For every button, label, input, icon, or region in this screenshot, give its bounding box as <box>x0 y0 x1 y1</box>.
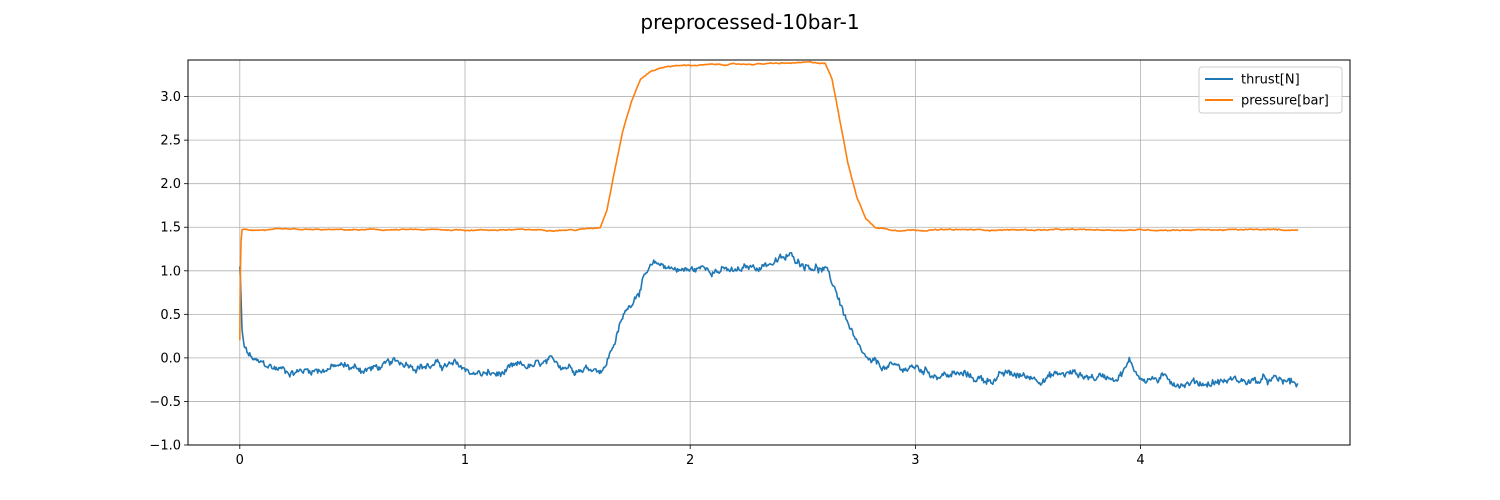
y-tick-label: 1.5 <box>160 221 181 236</box>
y-tick-label: −1.0 <box>149 439 181 454</box>
chart-title: preprocessed-10bar-1 <box>640 10 859 34</box>
y-tick-label: 1.0 <box>160 264 181 279</box>
axis-ticks: 0 1 2 3 4 −1.0 −0.5 0.0 0.5 1.0 1.5 2.0 2.5 3.0 <box>149 90 1144 468</box>
y-tick-label: 2.5 <box>160 134 181 149</box>
y-tick-label: 0.5 <box>160 308 181 323</box>
x-tick-label: 1 <box>461 453 469 468</box>
x-tick-label: 4 <box>1136 453 1144 468</box>
series-line-0 <box>239 252 1299 389</box>
x-tick-label: 2 <box>686 453 694 468</box>
y-tick-label: −0.5 <box>149 395 181 410</box>
legend: thrust[N] pressure[bar] <box>1198 66 1343 114</box>
series-line-1 <box>239 60 1299 341</box>
y-tick-label: 3.0 <box>160 90 181 105</box>
series-lines <box>239 60 1299 389</box>
plot-area <box>187 59 1351 446</box>
legend-box <box>1198 66 1343 114</box>
legend-label: thrust[N] <box>1241 73 1300 88</box>
x-tick-label: 0 <box>236 453 244 468</box>
y-tick-label: 2.0 <box>160 177 181 192</box>
x-tick-label: 3 <box>911 453 919 468</box>
y-tick-label: 0.0 <box>160 351 181 366</box>
legend-label: pressure[bar] <box>1241 94 1329 109</box>
